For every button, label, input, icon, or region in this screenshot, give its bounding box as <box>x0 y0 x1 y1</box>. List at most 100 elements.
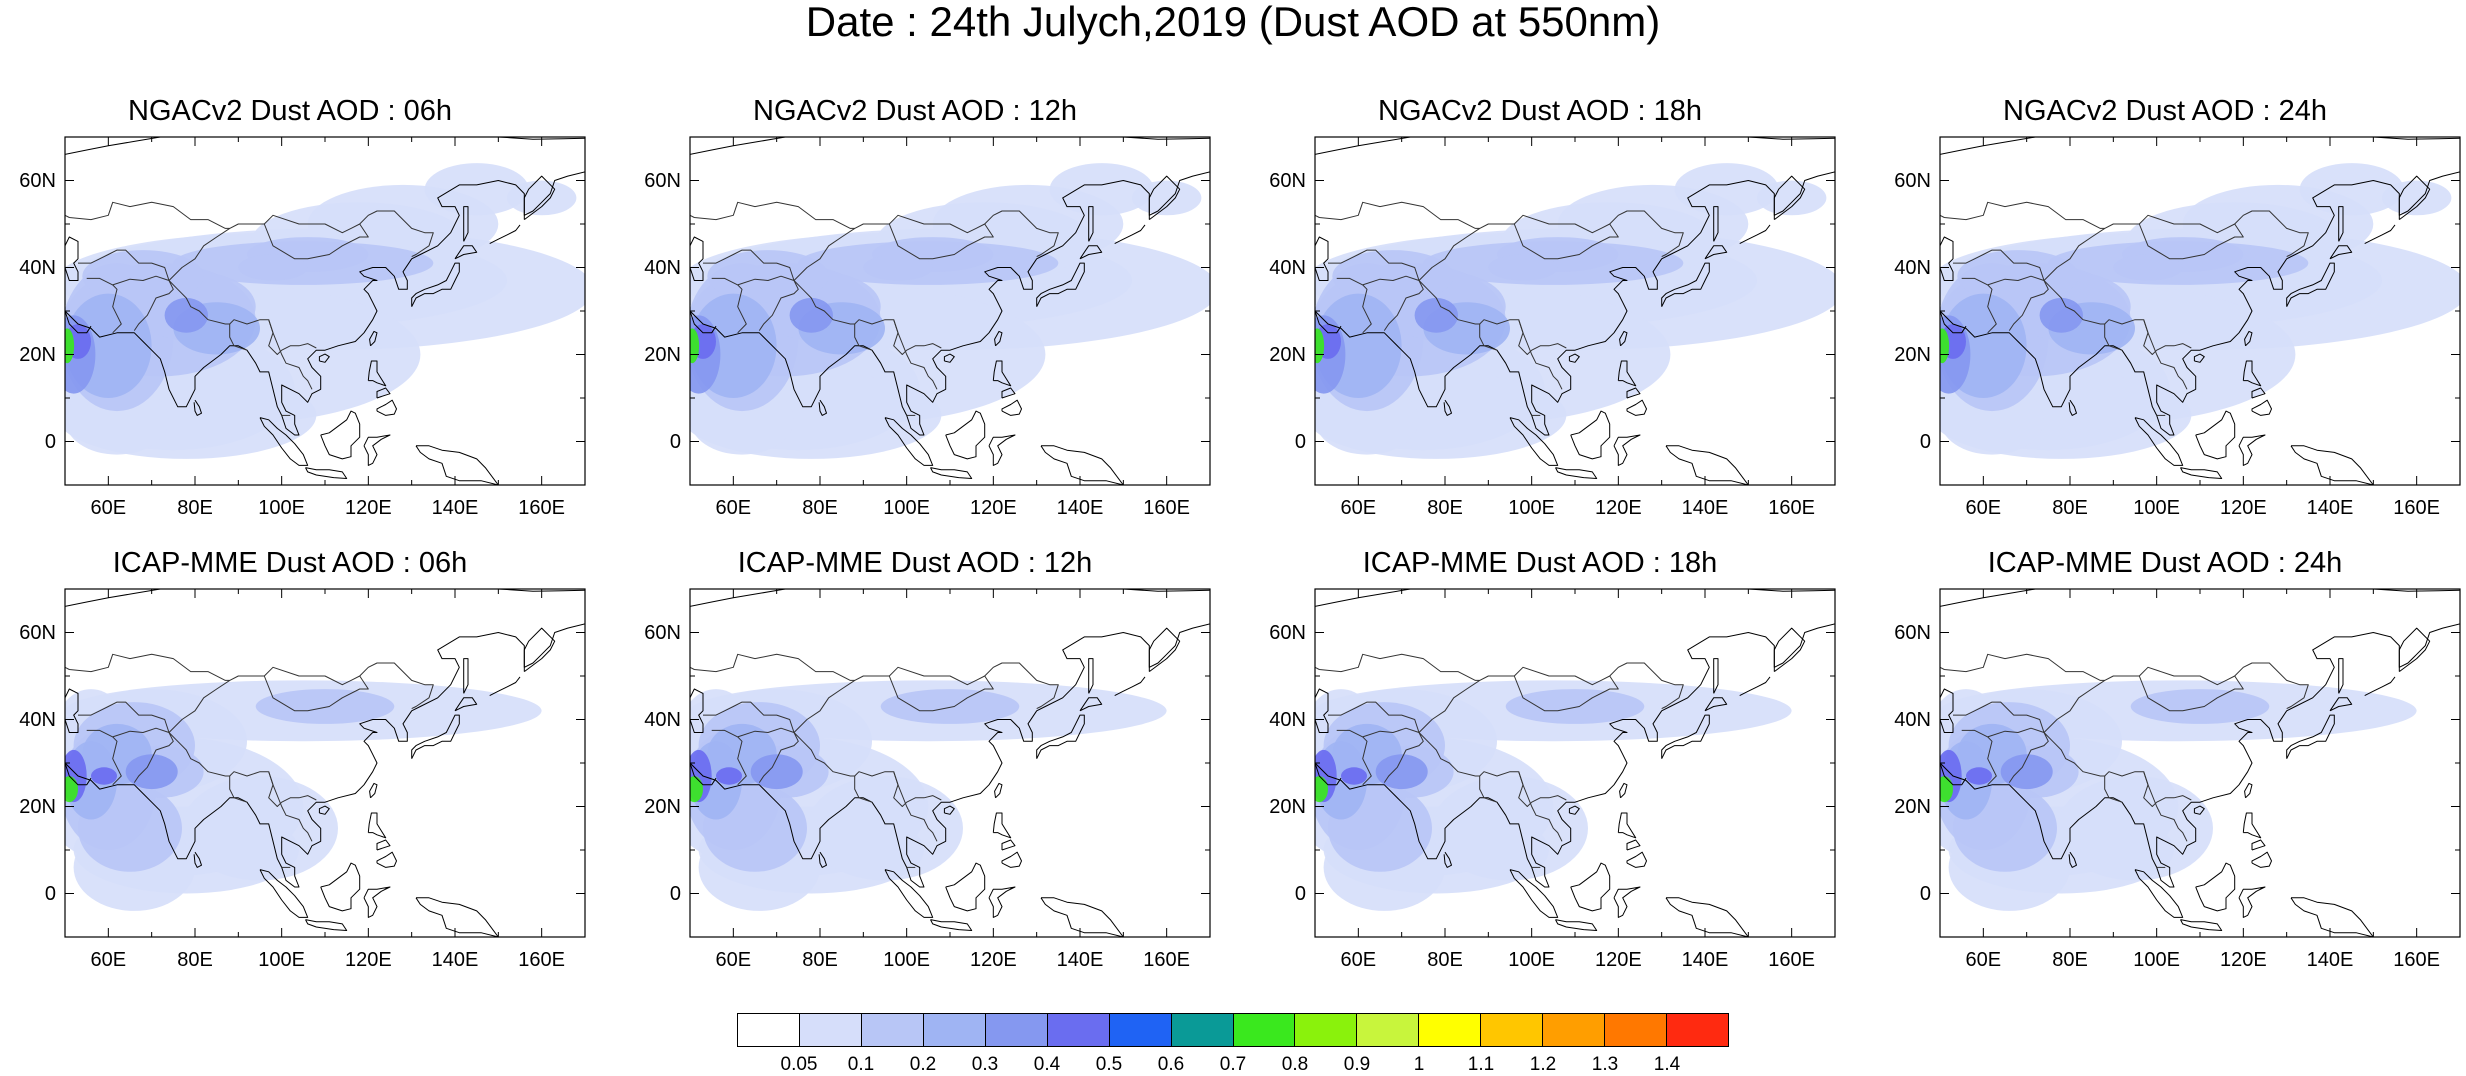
lat-tick-label: 40N <box>1894 256 1931 279</box>
coastline <box>2338 206 2344 242</box>
country-border <box>229 776 248 803</box>
coastline <box>367 812 387 839</box>
map-canvas <box>64 136 586 486</box>
coastline <box>1940 236 1954 281</box>
aod-field-patch <box>716 767 742 785</box>
coastline <box>1315 589 1445 607</box>
coastline <box>1626 851 1647 868</box>
coastline <box>690 236 704 281</box>
aod-field-patch <box>1315 328 1325 364</box>
lat-tick-label: 60N <box>19 169 56 192</box>
aod-field-patch <box>424 163 529 216</box>
country-border <box>1987 736 1997 786</box>
lon-tick-label: 60E <box>90 497 127 519</box>
colorbar-label: 0.6 <box>1157 1054 1185 1075</box>
lon-tick-label: 160E <box>1768 497 1816 519</box>
coastline <box>690 171 1210 436</box>
coastline <box>1315 623 1835 888</box>
map-panel: ICAP-MME Dust AOD : 18h 60N 40N 20N 0 60E 80E 1… <box>1250 545 1836 1000</box>
country-border <box>737 727 799 783</box>
lat-tick-label: 40N <box>1269 256 1306 279</box>
country-border <box>229 324 248 351</box>
colorbar-swatch <box>1295 1014 1358 1046</box>
coastline <box>1036 262 1085 307</box>
aod-field-patch <box>1132 180 1202 216</box>
country-border <box>86 277 113 286</box>
coastline <box>454 245 478 260</box>
country-border <box>1336 729 1363 738</box>
coastline <box>2251 839 2266 851</box>
aod-field-patch <box>807 776 963 881</box>
country-border <box>854 776 873 803</box>
dust-aod-map <box>1314 588 1836 938</box>
country-border <box>86 729 113 738</box>
lon-tick-label: 100E <box>1508 497 1556 519</box>
coastline <box>818 851 827 868</box>
coastline <box>65 762 92 786</box>
lon-tick-label: 100E <box>1508 949 1556 971</box>
aod-field-patch <box>238 254 308 281</box>
country-border <box>703 701 795 733</box>
aod-field-patch <box>690 776 703 803</box>
lon-tick-label: 140E <box>1056 497 1104 519</box>
coastline <box>945 410 986 460</box>
coastline <box>1940 589 2070 607</box>
country-border <box>1953 701 2045 733</box>
coastline <box>489 676 521 697</box>
lon-tick-label: 100E <box>883 497 931 519</box>
lon-tick-label: 60E <box>715 949 752 971</box>
aod-field-patch <box>182 776 338 881</box>
country-border <box>112 736 122 786</box>
coastline <box>2364 676 2396 697</box>
country-border <box>737 275 799 331</box>
coastline <box>1940 310 1967 334</box>
aod-field-patch <box>2299 163 2404 216</box>
coastline <box>1123 137 1210 140</box>
coastline <box>489 224 521 245</box>
colorbar-label: 0.5 <box>1095 1054 1123 1075</box>
lat-tick-label: 60N <box>1894 169 1931 192</box>
coastline <box>2290 897 2374 937</box>
coastline <box>2134 417 2184 466</box>
coastline <box>259 417 309 466</box>
panel-title: NGACv2 Dust AOD : 06h <box>128 95 452 127</box>
colorbar-label: 0.1 <box>847 1054 875 1075</box>
coastline <box>2338 658 2344 694</box>
country-border <box>112 727 174 783</box>
country-border <box>1518 319 1563 390</box>
country-border <box>1961 729 1988 738</box>
coastline <box>1079 697 1103 712</box>
country-border <box>893 771 938 842</box>
country-border <box>1513 675 1619 712</box>
coastline <box>2373 589 2460 592</box>
panel-title: ICAP-MME Dust AOD : 18h <box>1362 547 1718 579</box>
coastline <box>2238 886 2266 918</box>
lon-tick-label: 120E <box>969 497 1017 519</box>
lat-tick-label: 0 <box>1919 882 1931 905</box>
lat-tick-label: 20N <box>644 343 681 366</box>
coastline <box>1555 467 1598 479</box>
coastline <box>994 782 1003 799</box>
panel-title: NGACv2 Dust AOD : 24h <box>2003 95 2327 127</box>
country-border <box>711 729 738 738</box>
coastline <box>2364 224 2396 245</box>
coastline <box>2398 627 2431 673</box>
country-border <box>2104 324 2123 351</box>
coastline <box>305 919 348 931</box>
country-border <box>1518 771 1563 842</box>
coastline <box>259 869 309 918</box>
lon-tick-label: 100E <box>258 497 306 519</box>
panel-title: ICAP-MME Dust AOD : 12h <box>737 547 1093 579</box>
coastline <box>1626 839 1641 851</box>
coastline <box>945 862 986 912</box>
coastline <box>1617 360 1637 387</box>
coastline <box>463 658 469 694</box>
coastline <box>1509 869 1559 918</box>
country-border <box>2138 675 2244 712</box>
coastline <box>992 360 1012 387</box>
lon-tick-label: 80E <box>1427 949 1463 971</box>
lon-tick-label: 60E <box>1340 949 1377 971</box>
aod-field-patch <box>880 689 1020 724</box>
colorbar-label: 0.4 <box>1033 1054 1061 1075</box>
aod-field-patch <box>2000 754 2053 790</box>
